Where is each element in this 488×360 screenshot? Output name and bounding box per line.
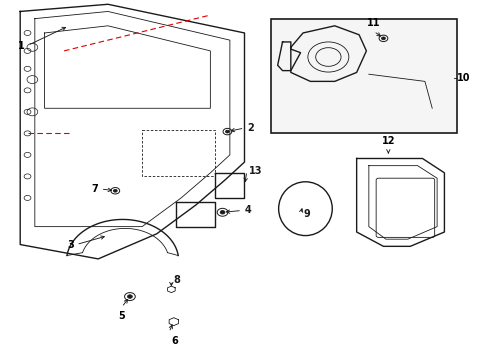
Circle shape xyxy=(225,130,229,133)
Text: 1: 1 xyxy=(18,41,25,50)
Text: 12: 12 xyxy=(381,136,394,146)
Circle shape xyxy=(381,37,385,40)
Text: 11: 11 xyxy=(366,18,380,28)
Circle shape xyxy=(220,211,224,214)
Circle shape xyxy=(127,295,132,298)
Text: 6: 6 xyxy=(171,336,178,346)
Text: 3: 3 xyxy=(67,239,74,249)
FancyBboxPatch shape xyxy=(271,19,456,134)
Text: 5: 5 xyxy=(118,311,125,321)
Circle shape xyxy=(113,189,117,192)
FancyBboxPatch shape xyxy=(375,178,434,237)
Text: 8: 8 xyxy=(173,275,180,285)
Text: 2: 2 xyxy=(246,123,253,133)
Text: 9: 9 xyxy=(303,209,309,219)
Text: 10: 10 xyxy=(456,73,469,83)
Text: 13: 13 xyxy=(249,166,263,176)
Text: 4: 4 xyxy=(244,206,251,216)
Text: 7: 7 xyxy=(91,184,98,194)
